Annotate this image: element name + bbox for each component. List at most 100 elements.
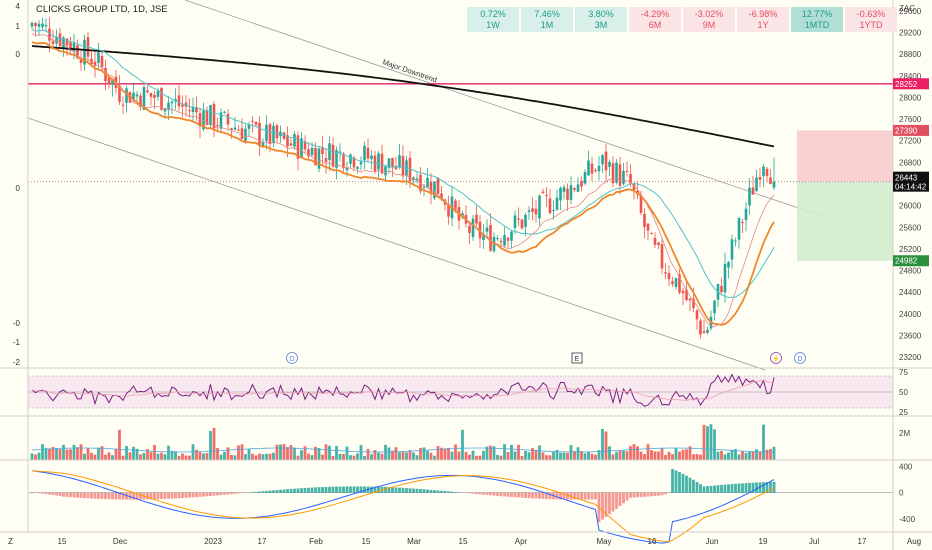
- perf-cell-9m: -3.02% 9M: [683, 7, 735, 32]
- volume-bar: [408, 450, 412, 460]
- macd-histogram-bar: [104, 492, 107, 500]
- volume-bar: [349, 455, 352, 460]
- candle-body: [587, 160, 590, 176]
- volume-bar: [429, 452, 433, 460]
- candle-body: [485, 227, 489, 232]
- volume-bar: [34, 454, 37, 460]
- candle-body: [692, 298, 695, 309]
- candle-body: [314, 147, 317, 166]
- price-tick-label: 25600: [899, 223, 922, 232]
- macd-histogram-bar: [622, 492, 625, 504]
- volume-bar: [93, 454, 97, 460]
- volume-bar: [317, 448, 321, 460]
- ma200-line: [31, 45, 775, 148]
- candle-body: [219, 112, 223, 129]
- candle-body: [524, 214, 527, 228]
- macd-histogram-bar: [541, 492, 545, 499]
- volume-bar: [562, 452, 566, 460]
- volume-bar: [188, 455, 191, 460]
- channel-upper-line: [184, 0, 823, 217]
- macd-histogram-bar: [772, 481, 776, 493]
- volume-bar: [772, 446, 776, 460]
- macd-histogram-bar: [674, 470, 678, 493]
- volume-bar: [55, 448, 58, 460]
- candle-body: [328, 143, 331, 160]
- macd-histogram-bar: [146, 492, 149, 500]
- candle-body: [734, 240, 737, 242]
- macd-histogram-bar: [132, 492, 135, 500]
- candle-body: [758, 176, 762, 180]
- candle-body: [415, 178, 419, 181]
- volume-bar: [548, 455, 552, 460]
- macd-histogram-bar: [398, 487, 401, 493]
- perf-period: 1M: [540, 20, 554, 30]
- volume-bar: [345, 446, 349, 460]
- volume-bar: [233, 455, 237, 460]
- volume-bar: [209, 431, 212, 460]
- macd-histogram-bar: [261, 491, 265, 493]
- candle-body: [517, 218, 520, 220]
- candle-body: [338, 151, 342, 153]
- volume-bar: [146, 449, 149, 460]
- volume-bar: [454, 444, 457, 460]
- candle-body: [727, 262, 730, 268]
- x-tick-label: Dec: [113, 537, 127, 546]
- symbol-title: CLICKS GROUP LTD, 1D, JSE: [34, 3, 170, 16]
- volume-bar: [405, 452, 408, 460]
- candle-body: [674, 278, 678, 288]
- candle-body: [205, 110, 209, 126]
- volume-bar: [706, 426, 709, 460]
- macd-histogram-bar: [230, 492, 233, 495]
- volume-bar: [356, 453, 359, 460]
- channel-lower-line: [27, 117, 766, 371]
- macd-histogram-bar: [377, 486, 380, 493]
- macd-histogram-bar: [475, 492, 478, 494]
- candle-body: [426, 177, 429, 188]
- macd-histogram-bar: [573, 492, 576, 500]
- macd-histogram-bar: [100, 492, 104, 499]
- volume-bar: [674, 447, 678, 460]
- volume-bar: [65, 449, 69, 460]
- volume-bar: [636, 446, 639, 460]
- volume-bar: [251, 453, 254, 460]
- candle-body: [65, 38, 69, 46]
- candle-body: [34, 22, 37, 27]
- macd-histogram-bar: [93, 492, 97, 499]
- candle-body: [121, 104, 125, 106]
- candle-body: [681, 290, 685, 294]
- volume-bar: [331, 455, 335, 460]
- macd-histogram-bar: [233, 492, 237, 494]
- stop-zone: [797, 130, 893, 182]
- macd-histogram-bar: [160, 492, 163, 500]
- candle-body: [657, 242, 660, 246]
- x-tick-label: Jun: [706, 537, 719, 546]
- volume-bar: [709, 424, 713, 460]
- x-tick-label: 15: [362, 537, 371, 546]
- macd-histogram-bar: [492, 492, 496, 496]
- volume-bar: [723, 454, 727, 460]
- performance-strip: 0.72% 1W 7.46% 1M 3.80% 3M -4.29% 6M -3.02% 9M -6.…: [467, 7, 897, 32]
- volume-bar: [485, 446, 489, 460]
- candle-body: [398, 155, 401, 167]
- candle-body: [51, 41, 55, 44]
- volume-bar: [293, 447, 296, 460]
- x-tick-label: Mar: [407, 537, 421, 546]
- macd-histogram-bar: [695, 481, 699, 493]
- target-zone: [797, 181, 893, 261]
- macd-histogram-bar: [62, 492, 65, 497]
- perf-cell-1y: -6.98% 1Y: [737, 7, 789, 32]
- candle-body: [202, 110, 205, 130]
- macd-histogram-bar: [422, 489, 426, 493]
- candle-body: [601, 155, 604, 165]
- macd-histogram-bar: [436, 490, 440, 493]
- candle-body: [324, 158, 328, 162]
- macd-histogram-bar: [625, 492, 629, 501]
- volume-bar: [608, 446, 611, 460]
- volume-bar: [751, 451, 755, 460]
- macd-histogram-bar: [86, 492, 90, 499]
- macd-histogram-bar: [37, 492, 41, 494]
- volume-bar: [275, 444, 279, 460]
- macd-histogram-bar: [30, 492, 34, 494]
- volume-bar: [625, 451, 629, 460]
